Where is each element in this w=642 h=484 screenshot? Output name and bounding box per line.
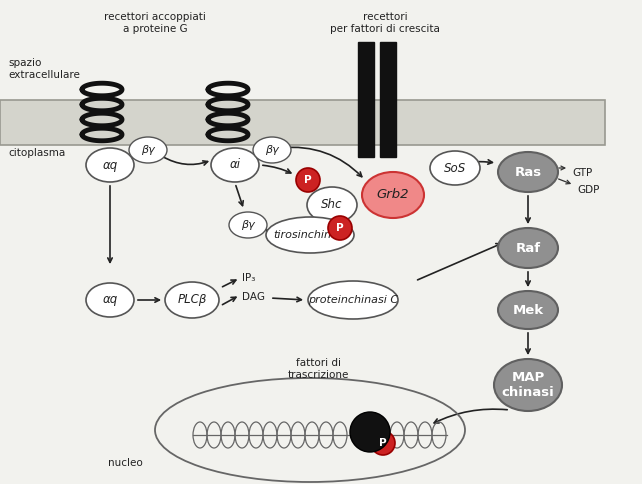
Text: Raf: Raf [516,242,541,255]
Ellipse shape [498,228,558,268]
Ellipse shape [430,151,480,185]
Circle shape [371,431,395,455]
Text: βγ: βγ [141,145,155,155]
Ellipse shape [253,137,291,163]
Text: proteinchinasi C: proteinchinasi C [308,295,398,305]
Text: nucleo: nucleo [108,458,143,468]
Ellipse shape [498,291,558,329]
Text: recettori accoppiati
a proteine G: recettori accoppiati a proteine G [104,12,206,33]
Bar [0,100,605,145]
Ellipse shape [362,172,424,218]
Text: citoplasma: citoplasma [8,148,65,158]
Ellipse shape [494,359,562,411]
Text: recettori
per fattori di crescita: recettori per fattori di crescita [330,12,440,33]
Ellipse shape [129,137,167,163]
Circle shape [350,412,390,452]
Ellipse shape [86,148,134,182]
Text: GDP: GDP [577,185,600,195]
Text: tirosinchinasi: tirosinchinasi [273,230,347,240]
Text: spazio
extracellulare: spazio extracellulare [8,58,80,79]
Text: Ras: Ras [514,166,542,179]
Text: GTP: GTP [572,168,593,178]
Text: P: P [336,223,344,233]
Text: SoS: SoS [444,162,466,175]
Text: Shc: Shc [321,198,343,212]
Ellipse shape [86,283,134,317]
Circle shape [296,168,320,192]
Text: fattori di
trascrizione: fattori di trascrizione [288,358,349,379]
Text: MAP
chinasi: MAP chinasi [501,371,555,399]
Circle shape [328,216,352,240]
Ellipse shape [308,281,398,319]
Ellipse shape [165,282,219,318]
Text: αq: αq [102,293,117,306]
Text: Mek: Mek [512,303,544,317]
Ellipse shape [211,148,259,182]
Text: βγ: βγ [241,220,255,230]
Text: βγ: βγ [265,145,279,155]
Text: DAG: DAG [242,292,265,302]
Text: IP₃: IP₃ [242,273,256,283]
Bar [380,42,396,157]
Text: P: P [304,175,312,185]
Text: PLCβ: PLCβ [177,293,207,306]
Ellipse shape [307,187,357,223]
Ellipse shape [266,217,354,253]
Text: Grb2: Grb2 [377,188,409,201]
Text: αq: αq [102,158,117,171]
Text: αi: αi [229,158,241,171]
Ellipse shape [498,152,558,192]
Text: P: P [379,438,387,448]
Ellipse shape [229,212,267,238]
Bar [358,42,374,157]
